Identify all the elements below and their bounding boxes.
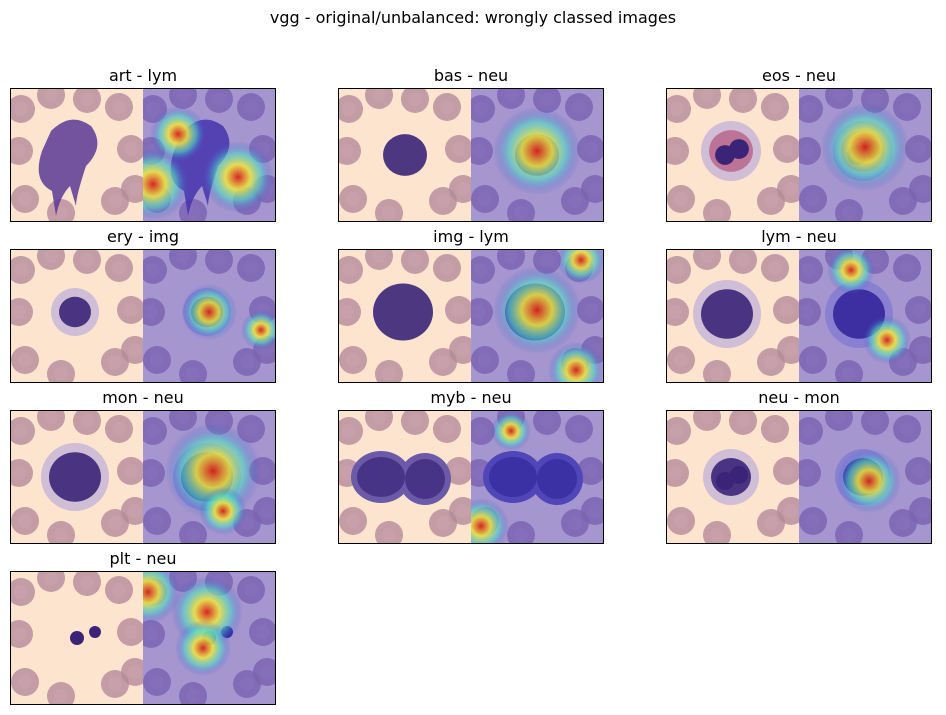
- panel-title: plt - neu: [109, 549, 177, 568]
- gradcam-heatmap: [471, 250, 603, 382]
- original-image: [667, 411, 799, 543]
- gradcam-heatmap: [799, 250, 931, 382]
- original-image: [339, 89, 471, 221]
- panel-image-frame: [338, 88, 604, 222]
- panel-image-frame: [338, 249, 604, 383]
- image-panel: plt - neu: [10, 547, 276, 705]
- gradcam-heatmap: [143, 411, 275, 543]
- heatmap-hotspot: [491, 411, 531, 451]
- image-panel: img - lym: [338, 225, 604, 383]
- image-panel: mon - neu: [10, 386, 276, 544]
- figure-title: vgg - original/unbalanced: wrongly class…: [269, 8, 677, 27]
- panel-title: bas - neu: [433, 66, 509, 85]
- image-panel: art - lym: [10, 64, 276, 222]
- panel-image-frame: [338, 410, 604, 544]
- panel-title: art - lym: [108, 66, 178, 85]
- platelet: [89, 626, 101, 638]
- heatmap-hotspot: [143, 148, 189, 220]
- panel-image-frame: [10, 249, 276, 383]
- panel-title: neu - mon: [758, 388, 840, 407]
- panel-title: mon - neu: [102, 388, 184, 407]
- original-image: [11, 572, 143, 704]
- image-panel: bas - neu: [338, 64, 604, 222]
- original-image: [11, 250, 143, 382]
- heatmap-hotspot: [175, 620, 231, 676]
- original-image: [339, 250, 471, 382]
- platelet: [70, 631, 84, 645]
- heatmap-hotspot: [827, 250, 875, 294]
- gradcam-heatmap: [143, 572, 275, 704]
- heatmap-hotspot: [150, 106, 206, 162]
- gradcam-heatmap: [799, 89, 931, 221]
- panel-image-frame: [666, 88, 932, 222]
- gradcam-heatmap: [143, 250, 275, 382]
- heatmap-hotspot: [493, 266, 581, 354]
- original-image: [667, 250, 799, 382]
- image-panel: lym - neu: [666, 225, 932, 383]
- gradcam-heatmap: [471, 411, 603, 543]
- panel-image-frame: [666, 249, 932, 383]
- image-panel: eos - neu: [666, 64, 932, 222]
- nucleus: [59, 296, 91, 328]
- panel-title: eos - neu: [761, 66, 837, 85]
- panel-image-frame: [666, 410, 932, 544]
- panel-title: img - lym: [433, 227, 509, 246]
- panel-image-frame: [10, 88, 276, 222]
- heatmap-hotspot: [143, 572, 180, 624]
- original-image: [11, 411, 143, 543]
- nucleus: [383, 134, 427, 176]
- panel-title: ery - img: [106, 227, 180, 246]
- heatmap-hotspot: [863, 316, 911, 364]
- heatmap-hotspot: [202, 141, 274, 213]
- gradcam-heatmap: [143, 89, 275, 221]
- heatmap-hotspot: [181, 284, 237, 340]
- gradcam-heatmap: [799, 411, 931, 543]
- heatmap-hotspot: [471, 498, 509, 543]
- image-panel: ery - img: [10, 225, 276, 383]
- nucleus: [701, 289, 753, 339]
- heatmap-hotspot: [241, 310, 275, 350]
- smudge-cell: [38, 119, 98, 216]
- gradcam-heatmap: [471, 89, 603, 221]
- heatmap-hotspot: [493, 107, 581, 195]
- nucleus: [49, 452, 101, 502]
- panel-title: lym - neu: [761, 227, 837, 246]
- panel-image-frame: [10, 571, 276, 705]
- heatmap-hotspot: [837, 449, 901, 513]
- panel-title: myb - neu: [430, 388, 512, 407]
- heatmap-hotspot: [548, 342, 603, 382]
- heatmap-hotspot: [821, 103, 909, 191]
- panel-image-frame: [10, 410, 276, 544]
- original-image: [11, 89, 143, 221]
- nucleus: [373, 283, 433, 341]
- original-image: [667, 89, 799, 221]
- heatmap-hotspot: [199, 487, 247, 535]
- image-panel: myb - neu: [338, 386, 604, 544]
- image-panel: neu - mon: [666, 386, 932, 544]
- original-image: [339, 411, 471, 543]
- heatmap-hotspot: [557, 250, 603, 284]
